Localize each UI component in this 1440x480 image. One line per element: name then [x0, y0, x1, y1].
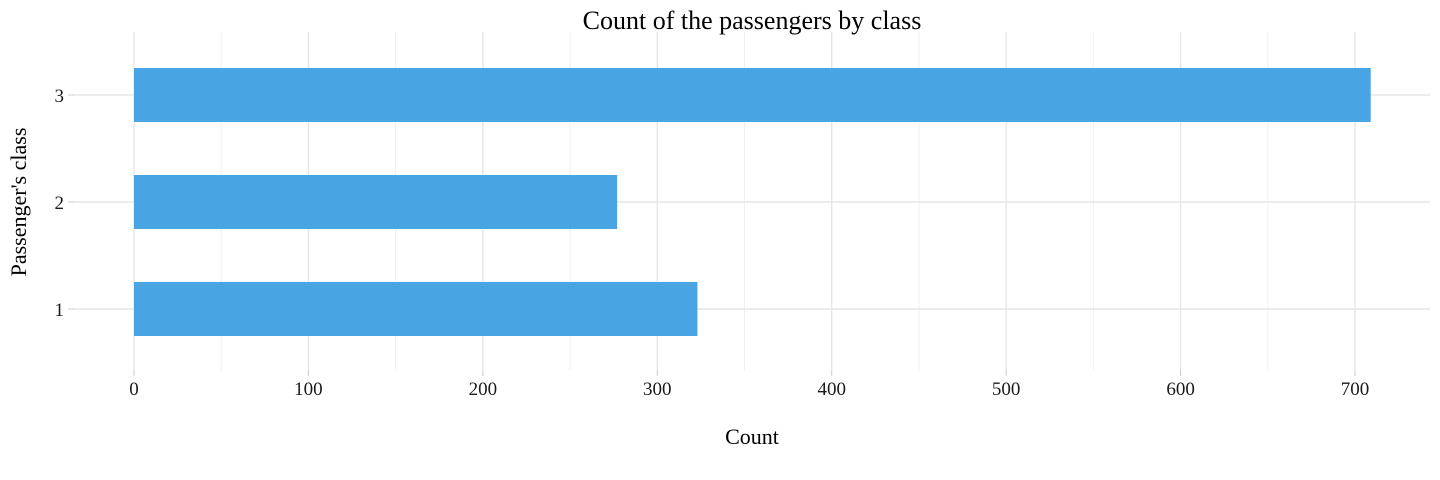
y-tick-label: 3	[55, 86, 65, 107]
x-tick-label: 0	[129, 379, 139, 400]
x-tick-label: 600	[1166, 379, 1195, 400]
ticks-layer: 0 100 200 300 400 500 600 700 1 2 3	[55, 86, 1370, 400]
x-tick-label: 700	[1341, 379, 1370, 400]
y-tick-label: 1	[55, 300, 65, 321]
x-tick-label: 300	[643, 379, 672, 400]
bar-class-1	[134, 282, 698, 336]
x-tick-label: 500	[992, 379, 1021, 400]
chart-title: Count of the passengers by class	[583, 6, 922, 35]
bar-class-2	[134, 175, 618, 229]
y-tick-label: 2	[55, 193, 65, 214]
bars-layer	[134, 68, 1371, 336]
y-axis-label: Passenger's class	[6, 128, 31, 277]
bar-class-3	[134, 68, 1371, 122]
x-tick-label: 200	[469, 379, 498, 400]
x-tick-label: 100	[294, 379, 323, 400]
x-tick-label: 400	[817, 379, 846, 400]
x-axis-label: Count	[725, 424, 779, 449]
